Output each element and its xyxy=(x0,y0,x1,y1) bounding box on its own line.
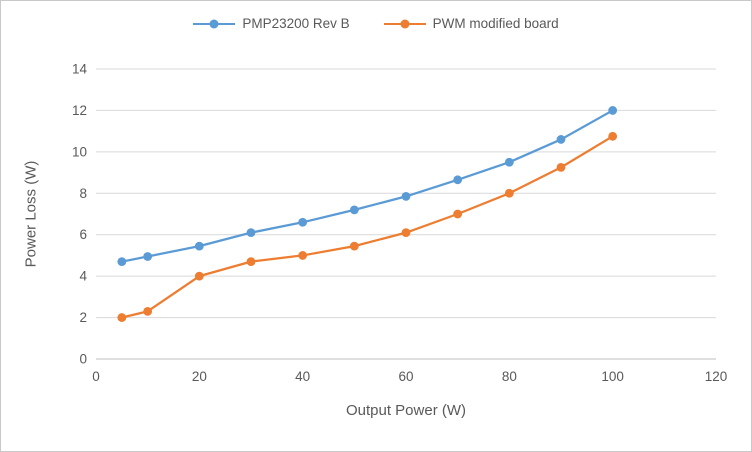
y-tick-label: 10 xyxy=(72,144,87,159)
x-tick-label: 120 xyxy=(705,369,728,384)
chart-legend: PMP23200 Rev B PWM modified board xyxy=(1,16,751,31)
legend-label-pwm-modified: PWM modified board xyxy=(432,16,559,31)
x-tick-label: 80 xyxy=(502,369,517,384)
data-point-series-1 xyxy=(608,131,618,141)
data-point-series-1 xyxy=(504,188,514,198)
data-point-series-1 xyxy=(298,251,308,260)
data-point-series-1 xyxy=(117,313,127,322)
data-point-series-0 xyxy=(246,228,256,238)
y-tick-label: 4 xyxy=(79,269,87,284)
data-point-series-0 xyxy=(504,157,514,167)
x-tick-label: 0 xyxy=(92,369,100,384)
data-point-series-1 xyxy=(401,228,411,238)
data-point-series-0 xyxy=(608,106,618,115)
data-point-series-1 xyxy=(556,162,566,172)
data-point-series-0 xyxy=(556,135,566,144)
data-point-series-1 xyxy=(194,271,204,281)
data-point-series-0 xyxy=(298,217,308,227)
data-point-series-0 xyxy=(401,191,411,201)
series-line-1 xyxy=(121,135,614,319)
y-tick-label: 6 xyxy=(79,227,87,242)
data-point-series-1 xyxy=(246,257,256,267)
data-point-series-1 xyxy=(143,306,153,316)
legend-marker-blue-icon xyxy=(193,19,236,28)
x-tick-label: 100 xyxy=(601,369,624,384)
data-point-series-1 xyxy=(453,209,463,219)
x-tick-label: 40 xyxy=(295,369,310,384)
data-point-series-0 xyxy=(143,252,153,261)
data-point-series-0 xyxy=(117,257,127,267)
y-tick-label: 0 xyxy=(79,352,87,367)
series-line-0 xyxy=(121,109,614,263)
x-tick-label: 60 xyxy=(398,369,413,384)
legend-marker-orange-icon xyxy=(383,19,426,28)
data-point-series-1 xyxy=(349,241,359,251)
data-point-series-0 xyxy=(453,175,463,185)
y-tick-label: 2 xyxy=(79,310,87,325)
y-tick-label: 14 xyxy=(72,62,88,77)
y-tick-label: 12 xyxy=(72,103,87,118)
data-point-series-0 xyxy=(349,205,359,215)
x-tick-label: 20 xyxy=(192,369,207,384)
data-point-series-0 xyxy=(194,241,204,251)
y-tick-label: 8 xyxy=(79,186,87,201)
legend-item-pmp23200: PMP23200 Rev B xyxy=(193,16,350,31)
legend-label-pmp23200: PMP23200 Rev B xyxy=(242,16,350,31)
y-axis-title: Power Loss (W) xyxy=(22,160,40,268)
x-axis-title: Output Power (W) xyxy=(345,402,467,419)
legend-item-pwm-modified: PWM modified board xyxy=(383,16,559,31)
